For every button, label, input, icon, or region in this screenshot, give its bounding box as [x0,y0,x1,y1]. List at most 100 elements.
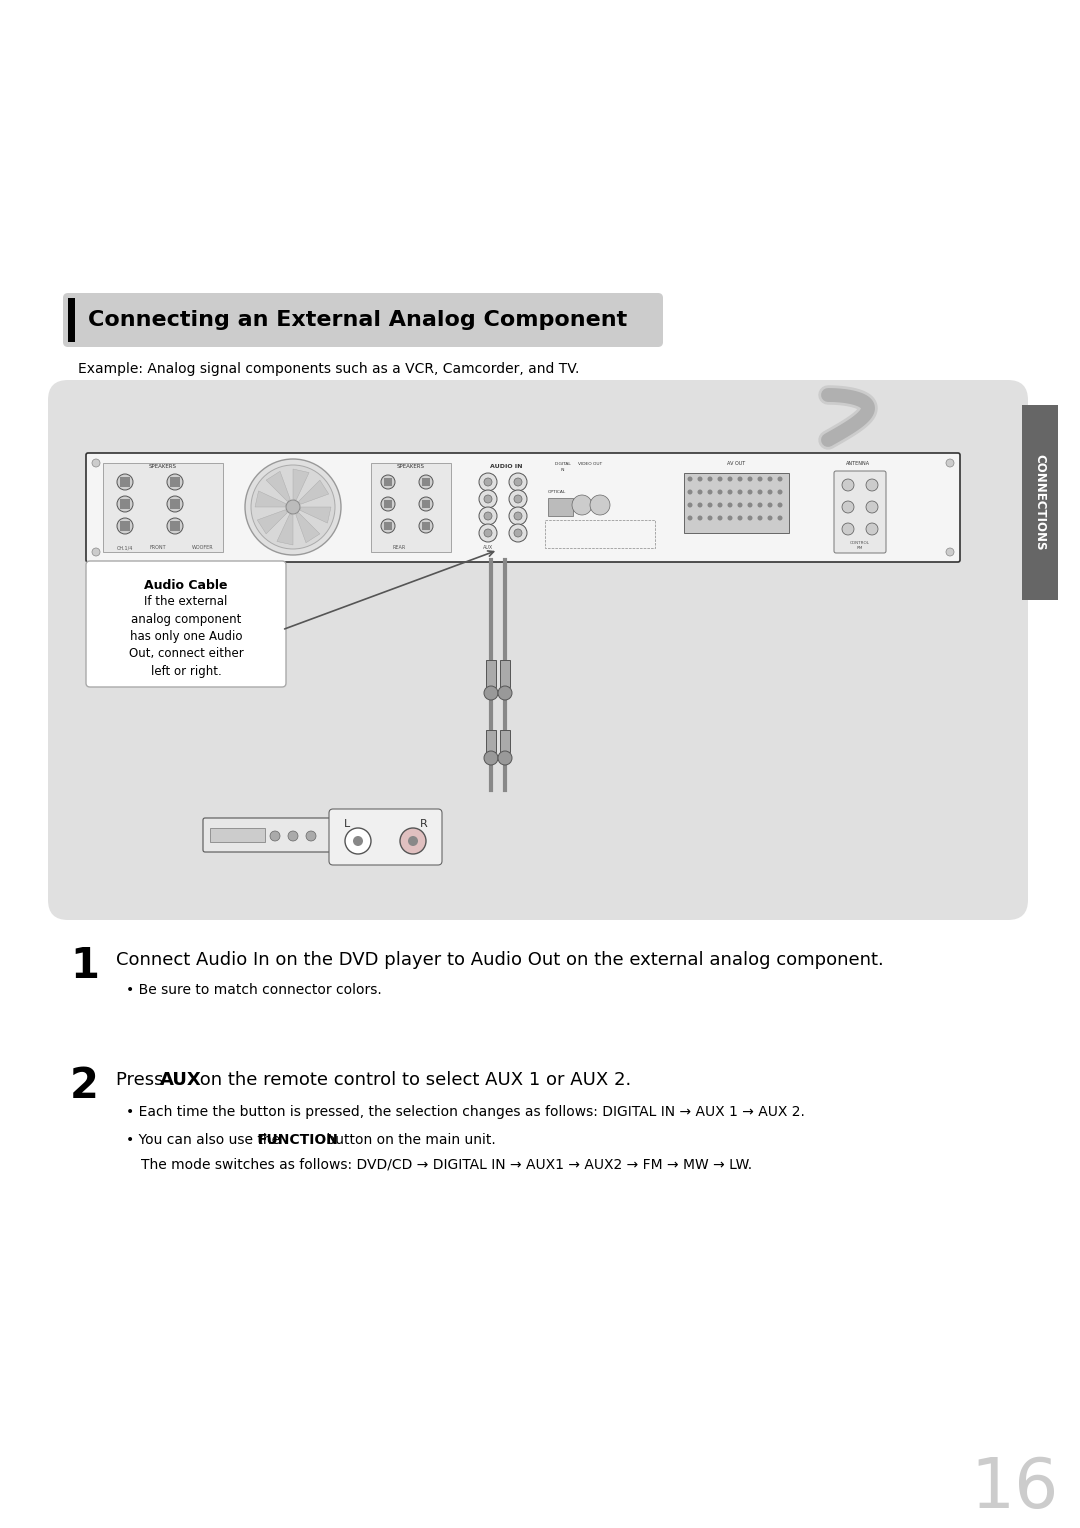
Circle shape [707,477,713,481]
Circle shape [381,497,395,510]
Text: CONTROL
RM: CONTROL RM [850,541,870,550]
Bar [384,523,392,530]
Circle shape [768,477,772,481]
FancyBboxPatch shape [329,808,442,865]
Bar [372,463,451,552]
Text: AUX: AUX [160,1071,202,1089]
Circle shape [381,520,395,533]
Circle shape [509,524,527,542]
Circle shape [484,478,492,486]
Circle shape [419,475,433,489]
FancyBboxPatch shape [86,561,286,688]
Circle shape [757,489,762,495]
Circle shape [286,500,300,513]
Text: Press: Press [116,1071,170,1089]
Bar [170,477,180,487]
Text: • Be sure to match connector colors.: • Be sure to match connector colors. [126,983,381,996]
Circle shape [484,495,492,503]
Circle shape [757,477,762,481]
Circle shape [92,549,100,556]
Circle shape [480,507,497,526]
Circle shape [688,489,692,495]
Polygon shape [299,480,328,504]
Bar [120,521,130,532]
Bar [486,660,496,688]
Bar [384,478,392,486]
Circle shape [866,501,878,513]
Text: Connecting an External Analog Component: Connecting an External Analog Component [87,310,627,330]
Circle shape [484,512,492,520]
Circle shape [728,477,732,481]
Circle shape [842,478,854,490]
Circle shape [747,503,753,507]
Circle shape [738,515,743,521]
Bar [120,477,130,487]
Circle shape [498,750,512,766]
Circle shape [167,474,183,490]
Bar [548,498,573,516]
Text: AUX: AUX [483,545,494,550]
Circle shape [768,503,772,507]
Bar [170,500,180,509]
Text: VIDEO OUT: VIDEO OUT [578,461,602,466]
Circle shape [688,515,692,521]
Circle shape [717,477,723,481]
Circle shape [345,828,372,854]
Text: on the remote control to select AUX 1 or AUX 2.: on the remote control to select AUX 1 or… [194,1071,631,1089]
Circle shape [778,489,783,495]
Text: • You can also use the: • You can also use the [126,1132,284,1148]
Text: 16: 16 [970,1455,1058,1522]
Circle shape [509,490,527,507]
Circle shape [698,489,702,495]
Text: SPEAKERS: SPEAKERS [397,465,426,469]
Circle shape [728,489,732,495]
Circle shape [842,523,854,535]
Circle shape [707,515,713,521]
Circle shape [842,501,854,513]
Text: The mode switches as follows: DVD/CD → DIGITAL IN → AUX1 → AUX2 → FM → MW → LW.: The mode switches as follows: DVD/CD → D… [141,1157,752,1170]
Circle shape [117,518,133,533]
Circle shape [251,465,335,549]
Circle shape [866,523,878,535]
Bar [500,730,510,752]
Circle shape [866,478,878,490]
Text: CH.1/4: CH.1/4 [117,545,133,550]
Text: ANTENNA: ANTENNA [846,461,870,466]
Circle shape [480,524,497,542]
Text: AV OUT: AV OUT [727,461,745,466]
Circle shape [509,474,527,490]
Circle shape [509,507,527,526]
Text: OPTICAL: OPTICAL [548,490,566,494]
Circle shape [717,503,723,507]
Text: Example: Analog signal components such as a VCR, Camcorder, and TV.: Example: Analog signal components such a… [78,362,579,376]
Polygon shape [276,515,293,545]
Polygon shape [296,513,320,542]
Bar [170,521,180,532]
Circle shape [288,831,298,840]
Circle shape [738,489,743,495]
Text: button on the main unit.: button on the main unit. [322,1132,496,1148]
Circle shape [498,686,512,700]
Circle shape [514,495,522,503]
Circle shape [167,497,183,512]
Text: FUNCTION: FUNCTION [258,1132,339,1148]
Circle shape [117,497,133,512]
Bar [486,730,496,752]
Circle shape [768,515,772,521]
Bar [68,298,75,342]
Text: WOOFER: WOOFER [192,545,214,550]
Text: FRONT: FRONT [150,545,166,550]
Circle shape [480,474,497,490]
Circle shape [728,503,732,507]
Text: AUDIO IN: AUDIO IN [489,465,523,469]
Circle shape [738,477,743,481]
Text: Connect Audio In on the DVD player to Audio Out on the external analog component: Connect Audio In on the DVD player to Au… [116,950,883,969]
Circle shape [747,515,753,521]
Bar [684,474,789,533]
Circle shape [306,831,316,840]
Circle shape [778,477,783,481]
Bar [384,500,392,507]
FancyBboxPatch shape [203,817,342,853]
FancyBboxPatch shape [48,380,1028,920]
Text: DIGITAL: DIGITAL [555,461,571,466]
